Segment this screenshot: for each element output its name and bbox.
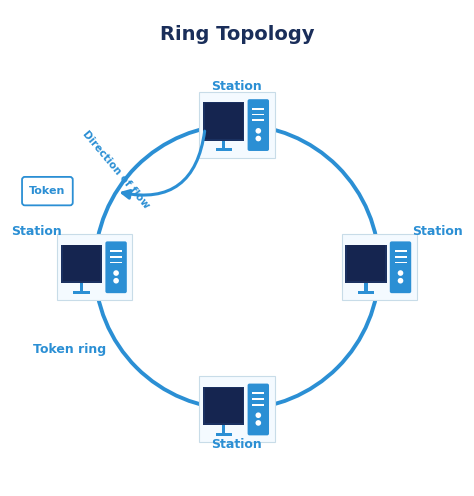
Bar: [216, 433, 232, 435]
Circle shape: [398, 278, 403, 284]
Circle shape: [113, 278, 119, 284]
Text: Station: Station: [211, 80, 263, 93]
FancyBboxPatch shape: [199, 92, 274, 158]
Text: Station: Station: [412, 225, 463, 238]
Text: Token: Token: [29, 186, 65, 196]
Bar: [110, 250, 122, 252]
Bar: [394, 256, 407, 258]
Bar: [394, 250, 407, 252]
Text: Station: Station: [11, 225, 62, 238]
Circle shape: [255, 420, 261, 426]
Circle shape: [255, 128, 261, 133]
Bar: [252, 398, 264, 400]
FancyBboxPatch shape: [63, 246, 100, 281]
Bar: [222, 141, 226, 148]
FancyBboxPatch shape: [199, 376, 274, 442]
Bar: [252, 120, 264, 121]
Circle shape: [113, 270, 119, 276]
Text: Ring Topology: Ring Topology: [160, 25, 314, 44]
FancyBboxPatch shape: [247, 383, 269, 435]
FancyBboxPatch shape: [57, 234, 132, 300]
Bar: [358, 291, 374, 294]
Circle shape: [398, 270, 403, 276]
FancyBboxPatch shape: [205, 388, 243, 423]
Text: Station: Station: [211, 438, 263, 451]
FancyBboxPatch shape: [341, 234, 417, 300]
FancyBboxPatch shape: [203, 387, 245, 425]
Bar: [216, 148, 232, 151]
Bar: [252, 392, 264, 394]
FancyBboxPatch shape: [205, 103, 243, 139]
FancyBboxPatch shape: [22, 177, 73, 205]
Bar: [73, 291, 90, 294]
FancyBboxPatch shape: [203, 102, 245, 141]
FancyBboxPatch shape: [61, 245, 102, 283]
Text: Token ring: Token ring: [33, 343, 106, 357]
Bar: [252, 404, 264, 406]
Bar: [80, 283, 83, 291]
Bar: [252, 108, 264, 110]
FancyBboxPatch shape: [105, 242, 127, 293]
FancyBboxPatch shape: [247, 99, 269, 151]
Circle shape: [255, 412, 261, 418]
Bar: [110, 256, 122, 258]
Bar: [110, 262, 122, 263]
Bar: [394, 262, 407, 263]
FancyBboxPatch shape: [390, 242, 411, 293]
FancyBboxPatch shape: [346, 245, 387, 283]
Bar: [252, 114, 264, 116]
Circle shape: [255, 136, 261, 141]
Bar: [365, 283, 368, 291]
Bar: [222, 425, 226, 433]
FancyBboxPatch shape: [347, 246, 385, 281]
Text: Direction of flow: Direction of flow: [81, 129, 152, 211]
